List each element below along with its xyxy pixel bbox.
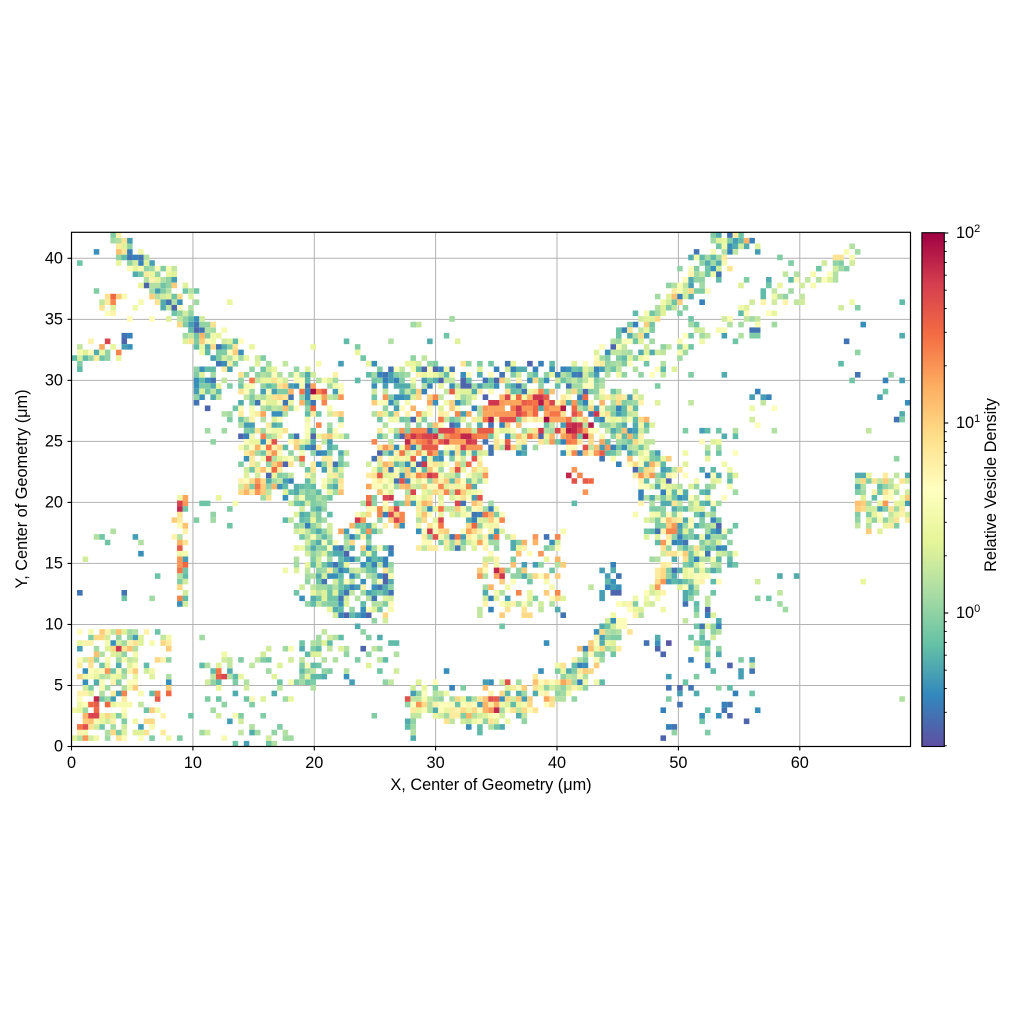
svg-text:20: 20: [45, 494, 63, 512]
svg-text:5: 5: [54, 677, 63, 695]
svg-text:0: 0: [67, 754, 76, 772]
svg-text:30: 30: [45, 372, 63, 390]
svg-text:20: 20: [305, 754, 323, 772]
svg-text:30: 30: [427, 754, 445, 772]
svg-text:15: 15: [45, 555, 63, 573]
svg-text:40: 40: [45, 250, 63, 268]
svg-text:10: 10: [45, 616, 63, 634]
svg-text:Y, Center of Geometry (μm): Y, Center of Geometry (μm): [13, 389, 31, 588]
svg-text:10: 10: [184, 754, 202, 772]
svg-text:35: 35: [45, 311, 63, 329]
svg-text:25: 25: [45, 433, 63, 451]
svg-text:Relative Vesicle Density: Relative Vesicle Density: [982, 397, 1000, 572]
svg-text:60: 60: [791, 754, 809, 772]
svg-text:40: 40: [548, 754, 566, 772]
svg-text:X, Center of Geometry (μm): X, Center of Geometry (μm): [390, 776, 591, 794]
svg-text:50: 50: [669, 754, 687, 772]
svg-text:0: 0: [54, 738, 63, 756]
